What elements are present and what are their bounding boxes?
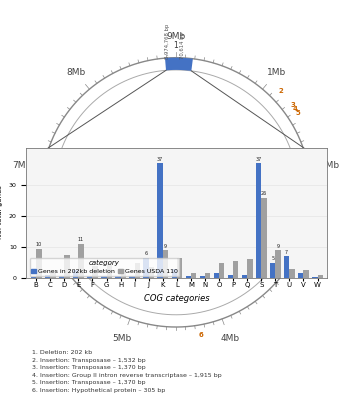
Bar bbox=[219, 262, 225, 278]
Bar bbox=[233, 261, 238, 278]
Bar bbox=[157, 164, 163, 278]
Bar bbox=[186, 276, 191, 278]
Bar bbox=[135, 262, 140, 278]
Bar bbox=[205, 273, 210, 278]
Bar bbox=[318, 275, 323, 278]
Text: 26: 26 bbox=[261, 191, 267, 196]
Bar bbox=[78, 244, 84, 278]
Text: 4Mb: 4Mb bbox=[220, 334, 239, 343]
Bar bbox=[171, 269, 177, 278]
Text: 6: 6 bbox=[145, 251, 147, 256]
Text: 5: 5 bbox=[271, 256, 274, 261]
Bar bbox=[73, 270, 78, 278]
Bar bbox=[93, 266, 98, 278]
Text: 5Mb: 5Mb bbox=[113, 334, 132, 343]
Bar bbox=[275, 250, 281, 278]
Text: 6Mb: 6Mb bbox=[31, 266, 50, 275]
Text: 8Mb: 8Mb bbox=[66, 68, 86, 77]
Text: 9Mb: 9Mb bbox=[166, 32, 186, 41]
Bar bbox=[289, 269, 295, 278]
Bar bbox=[31, 277, 36, 278]
Text: 7: 7 bbox=[285, 250, 288, 255]
Bar bbox=[45, 275, 50, 278]
Text: 11: 11 bbox=[78, 238, 84, 242]
Bar bbox=[214, 273, 219, 278]
Bar bbox=[50, 273, 56, 278]
Bar bbox=[261, 198, 266, 278]
Bar bbox=[191, 273, 196, 278]
Text: 4: 4 bbox=[293, 106, 298, 112]
Text: 1. Deletion: 202 kb
2. Insertion: Transposase – 1,532 bp
3. Insertion: Transposa: 1. Deletion: 202 kb 2. Insertion: Transp… bbox=[32, 350, 221, 393]
Bar bbox=[101, 276, 107, 278]
Text: 37: 37 bbox=[256, 157, 262, 162]
Bar bbox=[242, 275, 247, 278]
Text: 37: 37 bbox=[157, 157, 163, 162]
Bar bbox=[36, 248, 42, 278]
Bar bbox=[163, 250, 168, 278]
Bar bbox=[256, 164, 261, 278]
Bar bbox=[115, 276, 121, 278]
Text: 9: 9 bbox=[164, 244, 167, 248]
Bar bbox=[143, 258, 149, 278]
Text: 6: 6 bbox=[199, 332, 204, 338]
Bar bbox=[312, 277, 318, 278]
Bar bbox=[200, 276, 205, 278]
Text: 70,614 bp: 70,614 bp bbox=[180, 32, 184, 59]
Bar bbox=[121, 269, 126, 278]
Bar bbox=[298, 273, 303, 278]
Bar bbox=[284, 256, 289, 278]
Bar bbox=[149, 267, 154, 278]
Text: 3: 3 bbox=[290, 102, 295, 108]
Legend: Genes in 202kb deletion, Genes USDA 110: Genes in 202kb deletion, Genes USDA 110 bbox=[30, 258, 179, 276]
Text: 10: 10 bbox=[36, 242, 42, 247]
Polygon shape bbox=[165, 58, 193, 71]
Text: 9: 9 bbox=[277, 244, 279, 248]
Bar bbox=[247, 260, 252, 278]
Text: 5: 5 bbox=[295, 110, 300, 116]
Bar bbox=[228, 275, 233, 278]
Bar bbox=[107, 262, 112, 278]
Bar bbox=[87, 276, 93, 278]
Text: 1: 1 bbox=[174, 41, 178, 50]
Y-axis label: %of total genes: %of total genes bbox=[0, 186, 3, 240]
Bar bbox=[177, 258, 182, 278]
X-axis label: COG categories: COG categories bbox=[144, 294, 210, 303]
Bar bbox=[303, 270, 309, 278]
Bar bbox=[270, 262, 275, 278]
Bar bbox=[59, 276, 64, 278]
Bar bbox=[64, 255, 70, 278]
Text: 3Mb: 3Mb bbox=[302, 266, 321, 275]
Text: 1Mb: 1Mb bbox=[266, 68, 286, 77]
Text: 8,974,768 bp: 8,974,768 bp bbox=[165, 24, 170, 59]
Text: 7Mb: 7Mb bbox=[13, 160, 32, 170]
Bar bbox=[129, 276, 135, 278]
Text: 2Mb: 2Mb bbox=[320, 160, 339, 170]
Text: 2: 2 bbox=[278, 88, 283, 94]
